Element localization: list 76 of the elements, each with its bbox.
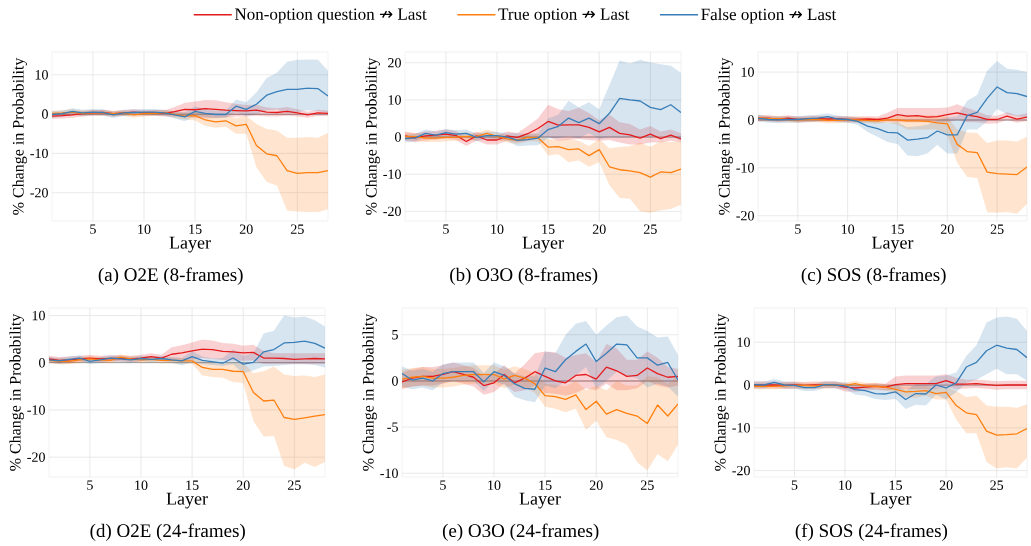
x-tick-label: 15: [891, 224, 904, 234]
y-tick-label: -20: [736, 211, 754, 221]
x-tick-label: 15: [542, 224, 555, 234]
x-tick-label: 5: [440, 480, 446, 490]
x-tick-label: 10: [138, 224, 151, 234]
y-axis-title: % Change in Probability: [365, 57, 380, 215]
x-tick-label: 25: [287, 480, 301, 490]
y-tick-label: 10: [388, 95, 401, 105]
x-axis-title: Layer: [870, 492, 912, 509]
x-tick-label: 20: [940, 224, 954, 234]
x-axis-title: Layer: [522, 236, 564, 253]
y-tick-label: 0: [395, 132, 401, 142]
y-tick-label: -10: [27, 405, 45, 415]
x-tick-label: 5: [90, 224, 96, 234]
x-tick-label: 15: [889, 480, 903, 490]
x-tick-label: 5: [791, 480, 798, 490]
x-tick-label: 25: [290, 224, 304, 234]
y-tick-label: 0: [42, 109, 48, 119]
x-tick-label: 20: [939, 480, 953, 490]
y-tick-label: 0: [392, 376, 398, 386]
x-tick-label: 15: [186, 480, 199, 490]
text: (e) O3O (24-frames): [442, 523, 599, 541]
text: (d) O2E (24-frames): [90, 523, 245, 541]
y-tick-label: -10: [736, 163, 754, 173]
legend-label: False option ↛ Last: [701, 8, 837, 24]
y-axis-title: % Change in Probability: [9, 313, 24, 471]
y-axis-title: % Change in Probability: [714, 313, 729, 471]
y-tick-label: -20: [30, 187, 48, 198]
x-tick-label: 10: [491, 224, 504, 234]
x-tick-label: 25: [643, 224, 657, 234]
y-tick-label: -10: [732, 423, 750, 433]
x-tick-label: 25: [990, 480, 1004, 490]
x-tick-label: 15: [189, 224, 202, 234]
y-tick-label: -20: [27, 452, 45, 462]
legend-label: True option ↛ Last: [498, 8, 630, 24]
y-tick-label: 10: [741, 67, 754, 77]
x-tick-label: 20: [592, 224, 606, 234]
x-tick-label: 15: [539, 480, 552, 490]
text: (c) SOS (8-frames): [801, 267, 946, 285]
y-tick-label: 0: [744, 380, 750, 390]
y-axis-title: % Change in Probability: [362, 313, 377, 471]
y-tick-label: -20: [383, 206, 401, 217]
y-tick-label: -20: [732, 465, 750, 476]
x-tick-label: 20: [589, 480, 603, 490]
y-tick-label: -10: [30, 148, 48, 159]
y-tick-label: 0: [748, 115, 754, 125]
x-tick-label: 25: [990, 224, 1004, 234]
text: (f) SOS (24-frames): [795, 523, 948, 541]
y-tick-label: -10: [383, 169, 401, 179]
x-axis-title: Layer: [169, 236, 211, 253]
y-axis-title: % Change in Probability: [12, 57, 27, 215]
y-tick-label: 5: [392, 330, 398, 340]
x-axis-title: Layer: [166, 492, 208, 509]
x-tick-label: 10: [135, 480, 148, 490]
text: (a) O2E (8-frames): [98, 267, 243, 285]
x-tick-label: 5: [443, 224, 449, 234]
x-tick-label: 10: [841, 224, 855, 234]
legend-label: Non-option question ↛ Last: [234, 8, 427, 24]
y-tick-label: 20: [388, 58, 401, 68]
y-axis-title: % Change in Probability: [718, 57, 733, 215]
x-tick-label: 25: [640, 480, 654, 490]
x-tick-label: 5: [795, 224, 801, 234]
x-tick-label: 10: [839, 480, 852, 490]
y-tick-label: 10: [35, 70, 48, 80]
y-tick-label: -5: [387, 422, 398, 432]
x-axis-title: Layer: [519, 492, 561, 509]
y-tick-label: -10: [380, 468, 398, 479]
x-tick-label: 20: [236, 480, 250, 490]
x-axis-title: Layer: [872, 236, 914, 253]
y-tick-label: 10: [32, 310, 45, 321]
text: (b) O3O (8-frames): [450, 267, 598, 285]
y-tick-label: 0: [39, 358, 45, 368]
x-tick-label: 5: [87, 480, 93, 490]
x-tick-label: 20: [239, 224, 253, 234]
y-tick-label: 10: [737, 337, 750, 347]
x-tick-label: 10: [488, 480, 501, 490]
